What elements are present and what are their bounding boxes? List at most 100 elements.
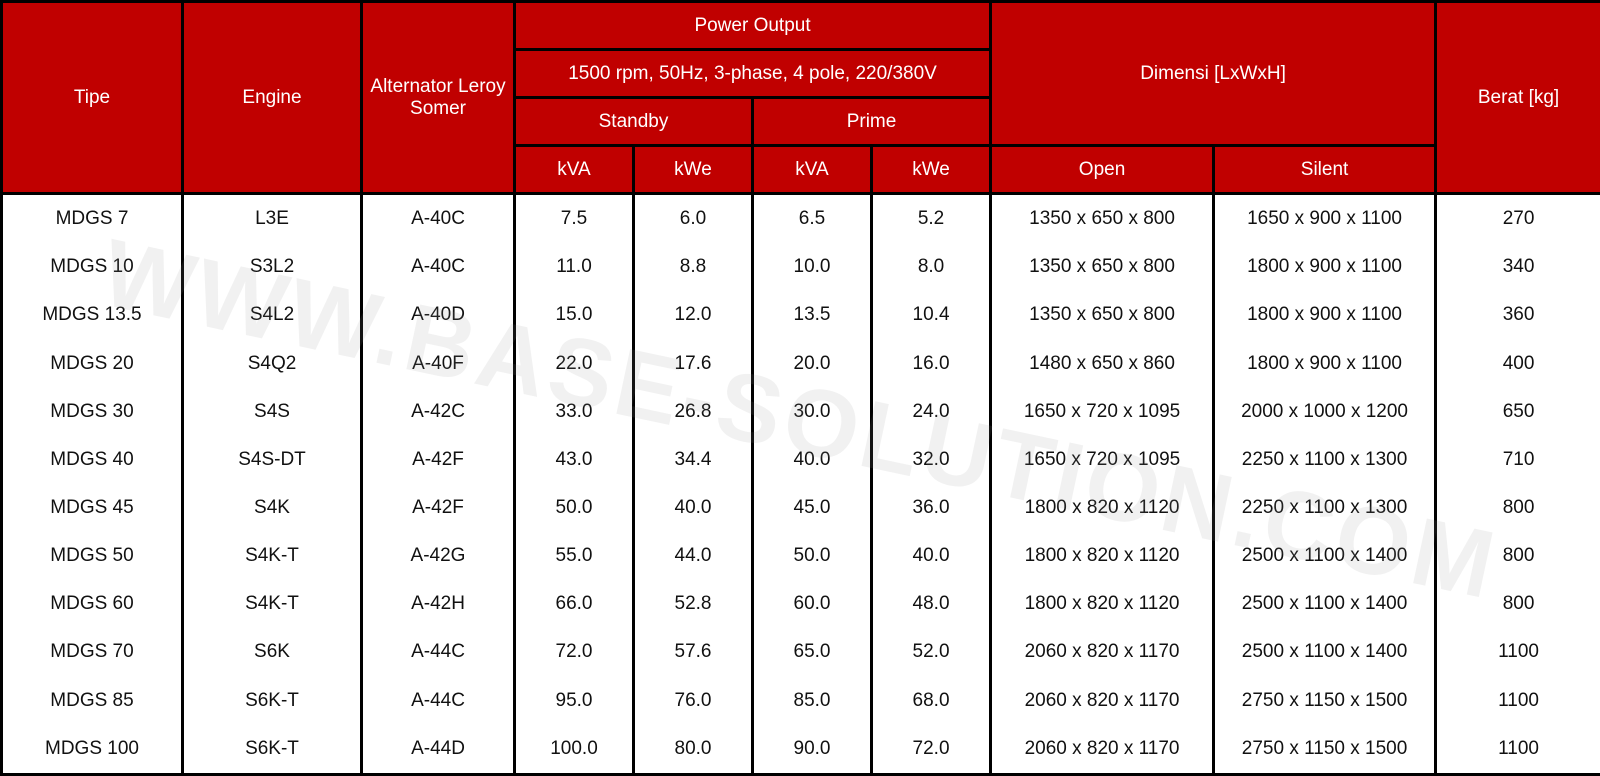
cell-standby-kva: 43.0 (513, 435, 635, 484)
cell-silent: 2500 x 1100 x 1400 (1212, 532, 1438, 581)
cell-standby-kva: 72.0 (513, 628, 635, 677)
cell-tipe: MDGS 40 (0, 435, 184, 484)
header-prime-kva: kVA (751, 144, 873, 195)
cell-prime-kwe: 10.4 (869, 291, 993, 340)
cell-standby-kva: 15.0 (513, 291, 635, 340)
table-row: MDGS 40 S4S-DT A-42F 43.0 34.4 40.0 32.0 1650 x… (0, 435, 1600, 484)
cell-prime-kva: 90.0 (751, 724, 873, 776)
cell-prime-kva: 10.0 (751, 243, 873, 292)
cell-prime-kva: 65.0 (751, 628, 873, 677)
cell-berat: 270 (1434, 193, 1600, 244)
cell-standby-kwe: 8.8 (632, 243, 754, 292)
table-row: MDGS 70 S6K A-44C 72.0 57.6 65.0 52.0 2060 x 82… (0, 628, 1600, 677)
cell-engine: S6K-T (181, 724, 363, 776)
cell-engine: S4K-T (181, 532, 363, 581)
cell-berat: 800 (1434, 483, 1600, 533)
header-silent: Silent (1212, 144, 1438, 195)
cell-standby-kwe: 40.0 (632, 483, 754, 533)
header-tipe: Tipe (0, 0, 184, 195)
cell-prime-kwe: 40.0 (869, 532, 993, 581)
cell-prime-kwe: 24.0 (869, 387, 993, 436)
cell-prime-kwe: 36.0 (869, 483, 993, 533)
cell-open: 1350 x 650 x 800 (989, 243, 1216, 292)
table-row: MDGS 30 S4S A-42C 33.0 26.8 30.0 24.0 1650 x 72… (0, 387, 1600, 436)
cell-standby-kwe: 57.6 (632, 628, 754, 677)
cell-alternator: A-44D (360, 724, 516, 776)
cell-berat: 1100 (1434, 676, 1600, 725)
cell-tipe: MDGS 70 (0, 628, 184, 677)
cell-standby-kwe: 44.0 (632, 532, 754, 581)
cell-tipe: MDGS 60 (0, 580, 184, 629)
header-power-output: Power Output (512, 0, 993, 51)
cell-standby-kwe: 12.0 (632, 291, 754, 340)
cell-engine: L3E (181, 193, 363, 244)
header-alternator: Alternator Leroy Somer (360, 0, 516, 195)
cell-prime-kva: 20.0 (751, 339, 873, 388)
table-row: MDGS 45 S4K A-42F 50.0 40.0 45.0 36.0 1800 x 82… (0, 483, 1600, 533)
cell-standby-kva: 33.0 (513, 387, 635, 436)
cell-standby-kva: 55.0 (513, 532, 635, 581)
header-dimensi: Dimensi [LxWxH] (989, 0, 1438, 147)
cell-open: 2060 x 820 x 1170 (989, 628, 1216, 677)
header-standby: Standby (513, 96, 754, 147)
cell-open: 1650 x 720 x 1095 (989, 435, 1216, 484)
cell-tipe: MDGS 50 (0, 532, 184, 581)
cell-engine: S4K (181, 483, 363, 533)
cell-silent: 2250 x 1100 x 1300 (1212, 435, 1438, 484)
cell-standby-kwe: 26.8 (632, 387, 754, 436)
table-row: MDGS 50 S4K-T A-42G 55.0 44.0 50.0 40.0 1800 x … (0, 532, 1600, 581)
cell-open: 2060 x 820 x 1170 (989, 724, 1216, 776)
cell-engine: S4K-T (181, 580, 363, 629)
cell-standby-kva: 95.0 (513, 676, 635, 725)
cell-alternator: A-44C (360, 628, 516, 677)
cell-standby-kva: 100.0 (513, 724, 635, 776)
table-row: MDGS 20 S4Q2 A-40F 22.0 17.6 20.0 16.0 1480 x 6… (0, 339, 1600, 388)
cell-prime-kva: 45.0 (751, 483, 873, 533)
cell-prime-kwe: 72.0 (869, 724, 993, 776)
cell-standby-kva: 50.0 (513, 483, 635, 533)
cell-tipe: MDGS 45 (0, 483, 184, 533)
cell-prime-kva: 85.0 (751, 676, 873, 725)
cell-tipe: MDGS 13.5 (0, 291, 184, 340)
cell-silent: 2500 x 1100 x 1400 (1212, 580, 1438, 629)
cell-prime-kwe: 52.0 (869, 628, 993, 677)
cell-open: 1350 x 650 x 800 (989, 291, 1216, 340)
header-open: Open (989, 144, 1216, 195)
table-row: MDGS 60 S4K-T A-42H 66.0 52.8 60.0 48.0 1800 x … (0, 580, 1600, 629)
header-prime-kwe: kWe (869, 144, 993, 195)
cell-berat: 800 (1434, 580, 1600, 629)
table-row: MDGS 7 L3E A-40C 7.5 6.0 6.5 5.2 1350 x 650 x 8… (0, 193, 1600, 244)
cell-standby-kwe: 17.6 (632, 339, 754, 388)
cell-prime-kva: 30.0 (751, 387, 873, 436)
cell-alternator: A-40D (360, 291, 516, 340)
cell-standby-kva: 11.0 (513, 243, 635, 292)
cell-standby-kwe: 6.0 (632, 193, 754, 244)
cell-open: 1800 x 820 x 1120 (989, 580, 1216, 629)
cell-alternator: A-42F (360, 483, 516, 533)
cell-alternator: A-42G (360, 532, 516, 581)
cell-tipe: MDGS 30 (0, 387, 184, 436)
cell-silent: 1800 x 900 x 1100 (1212, 339, 1438, 388)
cell-engine: S6K (181, 628, 363, 677)
table-header: Tipe Engine Alternator Leroy Somer Power… (0, 0, 1600, 195)
cell-silent: 2250 x 1100 x 1300 (1212, 483, 1438, 533)
cell-engine: S4S-DT (181, 435, 363, 484)
cell-engine: S4L2 (181, 291, 363, 340)
header-berat: Berat [kg] (1434, 0, 1600, 195)
cell-open: 1800 x 820 x 1120 (989, 483, 1216, 533)
cell-prime-kwe: 32.0 (869, 435, 993, 484)
cell-silent: 2750 x 1150 x 1500 (1212, 676, 1438, 725)
cell-silent: 2000 x 1000 x 1200 (1212, 387, 1438, 436)
cell-alternator: A-40C (360, 193, 516, 244)
cell-prime-kwe: 8.0 (869, 243, 993, 292)
cell-tipe: MDGS 20 (0, 339, 184, 388)
cell-berat: 710 (1434, 435, 1600, 484)
cell-berat: 650 (1434, 387, 1600, 436)
cell-alternator: A-42F (360, 435, 516, 484)
header-prime: Prime (750, 96, 993, 147)
cell-prime-kva: 40.0 (751, 435, 873, 484)
cell-open: 1350 x 650 x 800 (989, 193, 1216, 244)
cell-prime-kva: 60.0 (751, 580, 873, 629)
cell-berat: 360 (1434, 291, 1600, 340)
cell-open: 1480 x 650 x 860 (989, 339, 1216, 388)
